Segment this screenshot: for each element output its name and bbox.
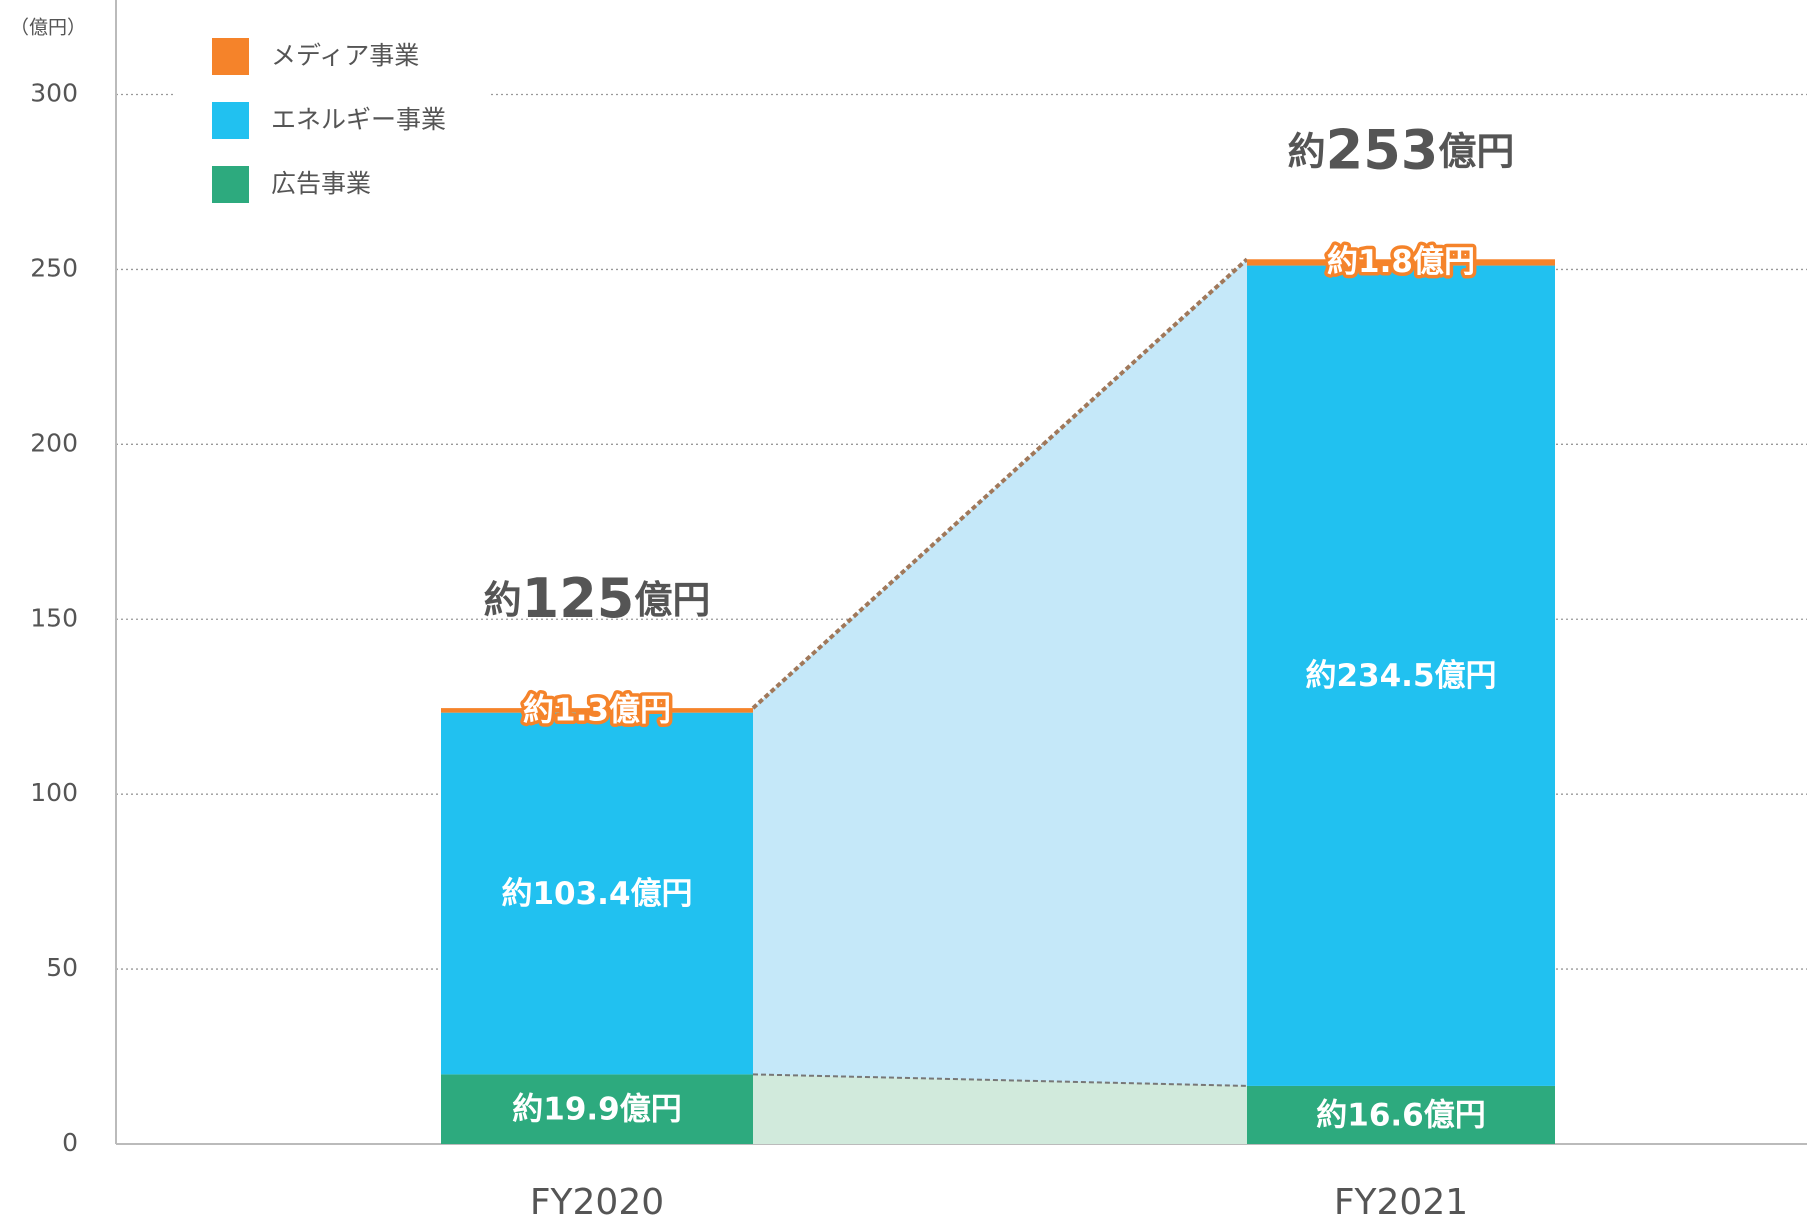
bar-segment bbox=[1247, 265, 1555, 1086]
value-label: 約1.8億円 bbox=[1327, 244, 1475, 280]
value-label: 約103.4億円 bbox=[501, 876, 692, 912]
bar-segment bbox=[441, 708, 753, 713]
legend-label: エネルギー事業 bbox=[271, 105, 446, 134]
legend-swatch bbox=[212, 166, 249, 203]
connector-line bbox=[751, 257, 1249, 710]
total-part: 253 bbox=[1326, 118, 1439, 181]
connector-area bbox=[753, 259, 1247, 1086]
y-unit: （億円） bbox=[10, 17, 86, 39]
total-part: 約 bbox=[1288, 129, 1326, 173]
value-label: 約1.3億円 bbox=[523, 693, 671, 729]
legend-swatch bbox=[212, 38, 249, 75]
total-part: 億円 bbox=[634, 578, 710, 622]
bar-segment bbox=[1247, 259, 1555, 266]
legend-label: メディア事業 bbox=[271, 41, 419, 70]
y-tick-label: 50 bbox=[46, 953, 78, 982]
total-part: 約 bbox=[484, 578, 522, 622]
total-label: 約253億円 bbox=[1288, 118, 1515, 181]
bar-segment bbox=[441, 712, 753, 1075]
legend-swatch bbox=[212, 102, 249, 139]
y-tick-label: 300 bbox=[30, 79, 78, 108]
x-tick-label: FY2020 bbox=[530, 1182, 664, 1223]
x-tick-label: FY2021 bbox=[1334, 1182, 1468, 1223]
total-part: 125 bbox=[522, 567, 635, 630]
value-label: 約16.6億円 bbox=[1316, 1097, 1486, 1133]
bar-segment bbox=[1247, 1085, 1555, 1144]
total-part: 億円 bbox=[1438, 129, 1514, 173]
bar-segment bbox=[441, 1074, 753, 1144]
total-label: 約125億円 bbox=[484, 567, 711, 630]
connector-line bbox=[752, 1073, 1248, 1087]
y-tick-label: 150 bbox=[30, 603, 78, 632]
legend-label: 広告事業 bbox=[271, 169, 371, 198]
value-label: 約19.9億円 bbox=[512, 1092, 682, 1128]
y-tick-label: 250 bbox=[30, 253, 78, 282]
y-tick-label: 100 bbox=[30, 778, 78, 807]
connector-area bbox=[753, 1074, 1247, 1144]
y-tick-label: 0 bbox=[62, 1128, 78, 1157]
value-label: 約234.5億円 bbox=[1305, 658, 1496, 694]
y-tick-label: 200 bbox=[30, 428, 78, 457]
